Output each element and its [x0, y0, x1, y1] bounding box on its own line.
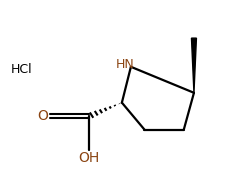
- Polygon shape: [191, 38, 196, 93]
- Text: HCl: HCl: [10, 63, 32, 76]
- Text: O: O: [37, 109, 48, 123]
- Text: OH: OH: [78, 151, 99, 165]
- Text: HN: HN: [115, 58, 134, 71]
